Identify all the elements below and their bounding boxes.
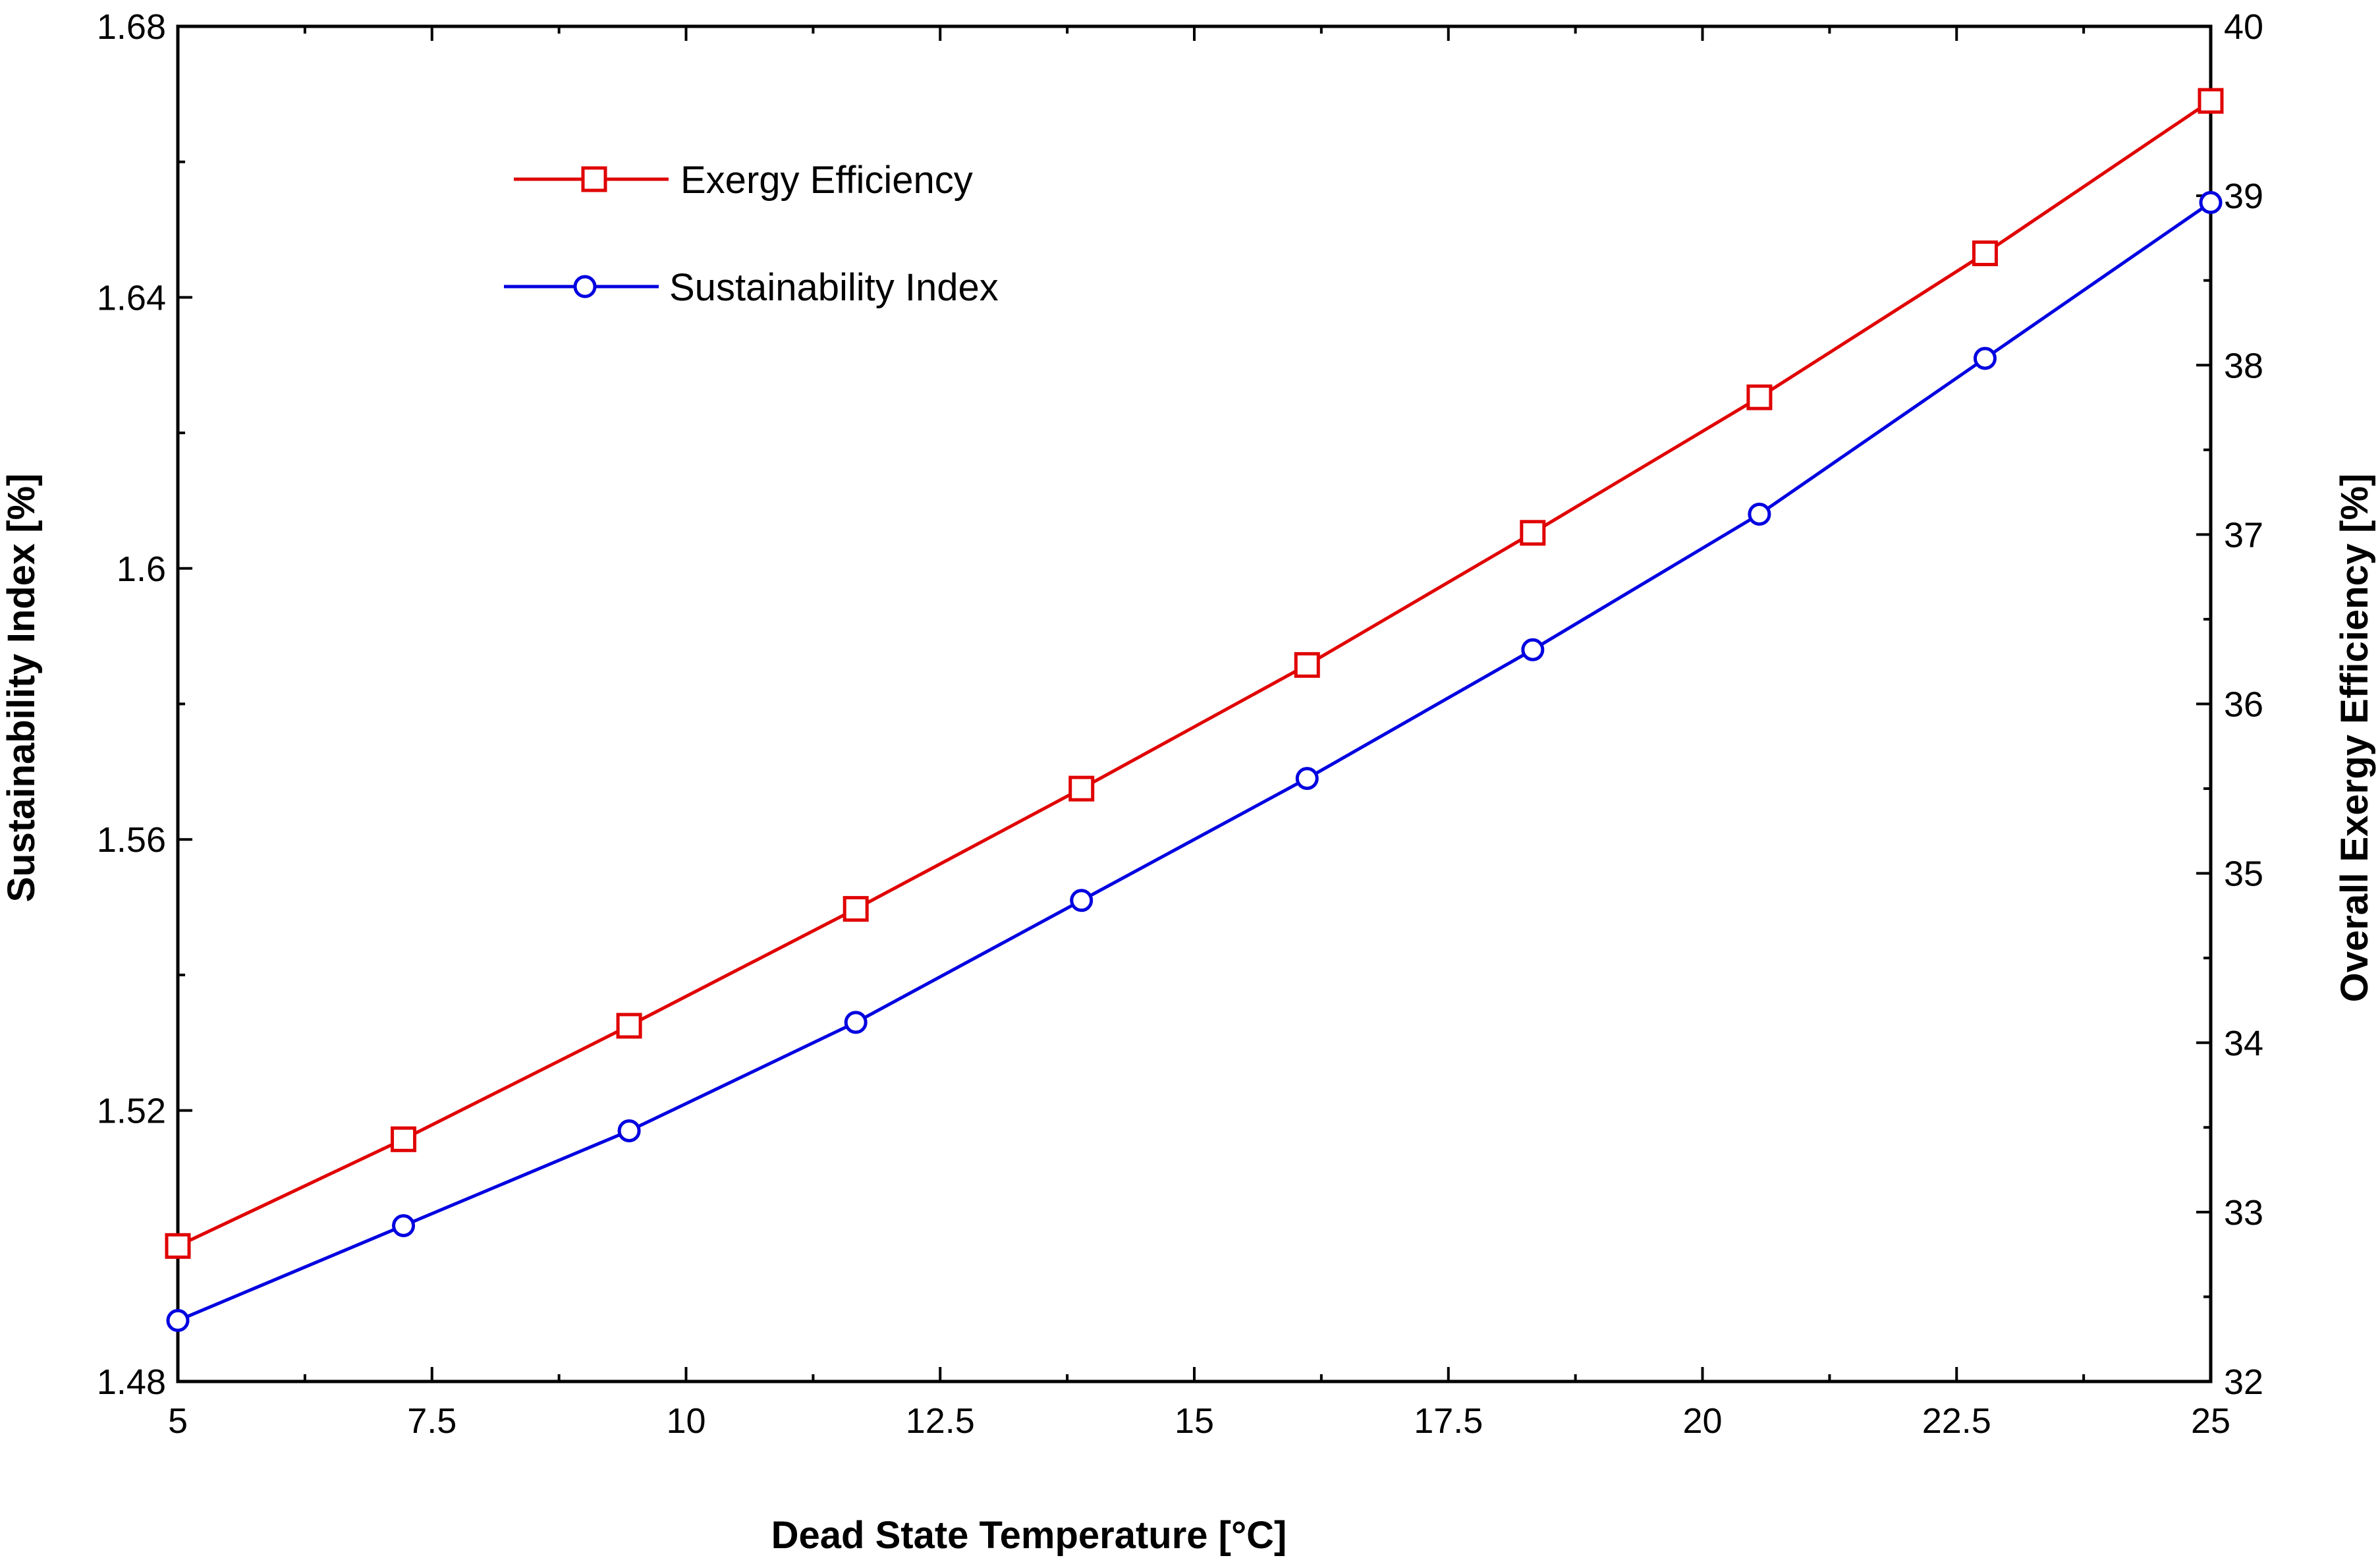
data-point-sustainability-index — [1748, 503, 1771, 526]
legend-marker-exergy-efficiency — [581, 166, 607, 192]
series-line-exergy-efficiency — [177, 99, 2212, 1248]
x-tick-label: 12.5 — [906, 1401, 975, 1441]
y-left-tick-label: 1.52 — [97, 1092, 166, 1131]
y-right-tick-label: 34 — [2224, 1024, 2263, 1063]
y-left-tick-label: 1.56 — [97, 820, 166, 860]
series-line-sustainability-index — [177, 201, 2212, 1322]
x-tick-label: 17.5 — [1414, 1401, 1483, 1441]
x-tick-label: 22.5 — [1922, 1401, 1991, 1441]
data-point-exergy-efficiency — [1972, 240, 1998, 267]
data-point-exergy-efficiency — [391, 1126, 417, 1152]
data-point-sustainability-index — [2199, 190, 2223, 214]
x-axis-ticks: 5 7.5 10 12.5 15 17.5 20 22.5 25 — [168, 26, 2230, 1441]
data-point-sustainability-index — [1070, 889, 1093, 912]
x-tick-label: 20 — [1682, 1401, 1722, 1441]
y-left-tick-label: 1.48 — [97, 1362, 166, 1402]
x-tick-label: 10 — [666, 1401, 706, 1441]
x-tick-label: 7.5 — [407, 1401, 457, 1441]
data-point-exergy-efficiency — [1520, 520, 1546, 546]
x-axis-title: Dead State Temperature [°C] — [771, 1514, 1287, 1557]
x-tick-label: 25 — [2191, 1401, 2230, 1441]
legend-marker-sustainability-index — [573, 275, 597, 298]
data-point-exergy-efficiency — [165, 1233, 191, 1259]
data-point-exergy-efficiency — [843, 896, 869, 922]
data-point-exergy-efficiency — [1294, 652, 1320, 678]
data-point-sustainability-index — [392, 1213, 416, 1237]
data-point-exergy-efficiency — [616, 1013, 642, 1039]
left-y-axis-title: Sustainability Index [%] — [0, 474, 43, 903]
data-point-sustainability-index — [1295, 767, 1319, 791]
legend: Exergy Efficiency Sustainability Index — [504, 159, 999, 309]
y-left-tick-label: 1.6 — [117, 549, 166, 589]
data-point-sustainability-index — [1973, 347, 1997, 370]
y-right-tick-label: 36 — [2224, 685, 2263, 725]
legend-label-sustainability-index: Sustainability Index — [669, 266, 999, 309]
y-right-tick-label: 32 — [2224, 1362, 2263, 1402]
data-point-exergy-efficiency — [1068, 775, 1095, 802]
data-point-sustainability-index — [1521, 638, 1545, 661]
y-left-tick-label: 1.64 — [97, 278, 166, 318]
right-y-axis-ticks: 32 33 34 35 36 37 38 39 40 — [2196, 7, 2263, 1402]
y-right-tick-label: 38 — [2224, 346, 2263, 385]
plot-area-frame — [176, 24, 2213, 1383]
data-point-sustainability-index — [166, 1308, 190, 1332]
y-right-tick-label: 35 — [2224, 854, 2263, 894]
legend-label-exergy-efficiency: Exergy Efficiency — [680, 159, 973, 202]
data-point-sustainability-index — [844, 1011, 868, 1034]
left-y-axis-ticks: 1.48 1.52 1.56 1.6 1.64 1.68 — [97, 7, 192, 1402]
y-right-tick-label: 33 — [2224, 1193, 2263, 1233]
series-layer — [165, 88, 2224, 1332]
data-point-sustainability-index — [617, 1119, 641, 1142]
y-right-tick-label: 39 — [2224, 177, 2263, 216]
x-tick-label: 15 — [1175, 1401, 1214, 1441]
data-point-exergy-efficiency — [1746, 384, 1773, 410]
data-point-exergy-efficiency — [2198, 88, 2224, 114]
right-y-axis-title: Overall Exergy Efficiency [%] — [2333, 474, 2376, 1003]
y-right-tick-label: 40 — [2224, 7, 2263, 47]
y-left-tick-label: 1.68 — [97, 7, 166, 47]
x-tick-label: 5 — [168, 1401, 188, 1441]
y-right-tick-label: 37 — [2224, 515, 2263, 555]
